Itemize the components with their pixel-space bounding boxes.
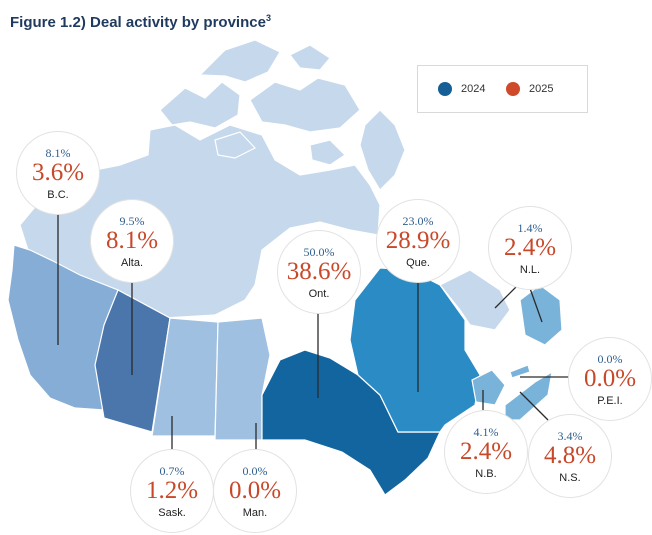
bubble-pei[interactable]: 0.0% 0.0% P.E.I.	[568, 337, 652, 421]
region-pei[interactable]	[509, 364, 531, 379]
bubble-ontario[interactable]: 50.0% 38.6% Ont.	[277, 230, 361, 314]
arctic-islands	[249, 77, 361, 133]
region-bc[interactable]	[7, 244, 119, 411]
bubble-quebec[interactable]: 23.0% 28.9% Que.	[376, 199, 460, 283]
arctic-islands	[214, 131, 256, 159]
legend-swatch-2025	[506, 82, 520, 96]
region-nl-island[interactable]	[519, 284, 563, 346]
region-ns[interactable]	[504, 370, 553, 421]
arctic-islands	[289, 44, 331, 71]
legend-item-2025: 2025	[506, 82, 553, 96]
arctic-islands	[198, 39, 281, 83]
bubble-nl[interactable]: 1.4% 2.4% N.L.	[488, 206, 572, 290]
region-nl-labrador[interactable]	[439, 269, 511, 331]
legend-swatch-2024	[438, 82, 452, 96]
arctic-islands	[359, 109, 406, 191]
bubble-manitoba[interactable]: 0.0% 0.0% Man.	[213, 449, 297, 533]
legend: 2024 2025	[417, 65, 588, 113]
page-title: Figure 1.2) Deal activity by province3	[10, 13, 271, 31]
bubble-ns[interactable]: 3.4% 4.8% N.S.	[528, 414, 612, 498]
bubble-bc[interactable]: 8.1% 3.6% B.C.	[16, 131, 100, 215]
arctic-islands	[309, 139, 346, 166]
legend-item-2024: 2024	[438, 82, 485, 96]
bubble-alberta[interactable]: 9.5% 8.1% Alta.	[90, 199, 174, 283]
bubble-sask[interactable]: 0.7% 1.2% Sask.	[130, 449, 214, 533]
arctic-islands	[159, 81, 241, 129]
bubble-nb[interactable]: 4.1% 2.4% N.B.	[444, 410, 528, 494]
region-nb[interactable]	[471, 369, 506, 406]
leader-ns	[519, 391, 549, 421]
